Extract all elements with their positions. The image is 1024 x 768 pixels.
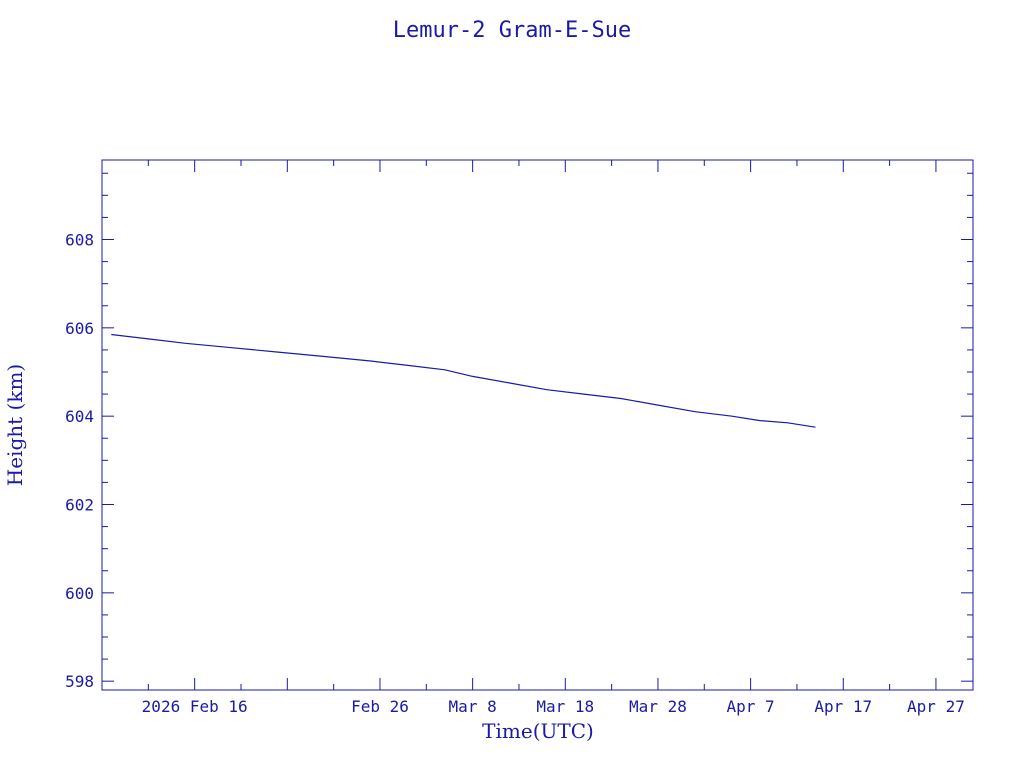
tick-labels: 598 600 602 604 606 608 2026 Feb 16 Feb 26 Mar 8…	[65, 231, 965, 717]
y-tick-label: 604	[65, 407, 94, 426]
x-tick-label: Feb 26	[351, 697, 409, 716]
ticks	[101, 160, 973, 690]
series	[111, 333, 816, 428]
x-tick-label: Apr 27	[907, 697, 965, 716]
x-tick-label: Mar 18	[536, 697, 594, 716]
y-tick-label: 598	[65, 672, 94, 691]
x-tick-label: Apr 7	[727, 697, 775, 716]
y-tick-label: 608	[65, 231, 94, 250]
y-axis-title: Height (km)	[3, 364, 27, 486]
y-tick-label: 602	[65, 496, 94, 515]
chart-title: Lemur-2 Gram-E-Sue	[393, 18, 631, 43]
y-tick-label: 606	[65, 319, 94, 338]
x-tick-label: 2026 Feb 16	[142, 697, 248, 716]
x-tick-label: Mar 8	[449, 697, 497, 716]
plot-frame	[101, 159, 974, 691]
x-tick-label: Mar 28	[629, 697, 687, 716]
x-tick-label: Apr 17	[814, 697, 872, 716]
height-series-line	[111, 333, 816, 428]
x-axis-title: Time(UTC)	[482, 719, 594, 743]
y-tick-label: 600	[65, 584, 94, 603]
